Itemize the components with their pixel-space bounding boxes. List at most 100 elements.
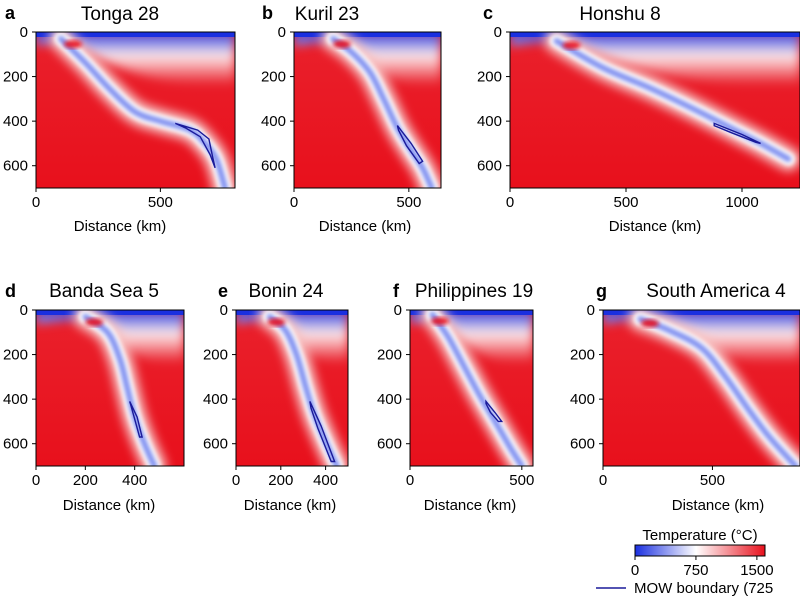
- mow-boundary: [713, 122, 761, 145]
- panel-title: Kuril 23: [295, 4, 359, 25]
- y-tick-label: 400: [477, 113, 502, 130]
- slab-core: [82, 313, 158, 466]
- heatmap: [36, 32, 235, 188]
- wedge-hot-spot: [562, 41, 581, 50]
- colorbar-tick-label: 750: [683, 562, 708, 579]
- y-tick-label: 0: [587, 302, 595, 319]
- x-tick-label: 0: [232, 472, 240, 489]
- panel-c: c Honshu 8 Distance (km) 0 200 400 600 0 500 1…: [477, 3, 800, 235]
- y-tick-label: 0: [20, 302, 28, 319]
- y-tick-label: 200: [203, 347, 228, 364]
- slab-core: [429, 311, 525, 466]
- heatmap: [236, 310, 348, 466]
- plot-frame: [35, 31, 236, 189]
- colorbar-tick-label: 0: [631, 562, 639, 579]
- panel-g: g South America 4 Distance (km) 0 200 400 6…: [570, 281, 800, 514]
- x-axis-label: Distance (km): [319, 218, 412, 235]
- y-tick-label: 400: [377, 391, 402, 408]
- y-tick-label: 0: [278, 24, 286, 41]
- panel-letter: d: [5, 281, 16, 301]
- panel-title: Tonga 28: [81, 4, 159, 25]
- x-tick-label: 200: [268, 472, 293, 489]
- surface-layer: [603, 310, 800, 315]
- y-tick-label: 600: [377, 436, 402, 453]
- panel-letter: g: [596, 281, 607, 301]
- x-tick-label: 400: [313, 472, 338, 489]
- cold-lithosphere: [410, 310, 533, 364]
- panel-letter: f: [393, 281, 400, 301]
- y-tick-label: 400: [261, 113, 286, 130]
- x-axis-label: Distance (km): [63, 497, 156, 514]
- y-tick-label: 200: [377, 347, 402, 364]
- y-tick-label: 0: [220, 302, 228, 319]
- y-tick-label: 600: [3, 436, 28, 453]
- panel-title: Bonin 24: [248, 281, 323, 302]
- wedge-hot-spot: [640, 319, 659, 328]
- panel-letter: a: [5, 3, 16, 23]
- heatmap: [410, 310, 533, 466]
- slab-core: [637, 315, 799, 466]
- y-tick-label: 0: [494, 24, 502, 41]
- panel-letter: b: [262, 3, 273, 23]
- x-axis-label: Distance (km): [244, 497, 337, 514]
- x-tick-label: 400: [122, 472, 147, 489]
- x-tick-label: 500: [396, 194, 421, 211]
- x-tick-label: 0: [290, 194, 298, 211]
- wedge-hot-spot: [85, 318, 104, 327]
- x-tick-label: 0: [599, 472, 607, 489]
- y-tick-label: 600: [261, 158, 286, 175]
- mow-boundary: [485, 399, 504, 423]
- y-tick-label: 400: [570, 391, 595, 408]
- panel-e: e Bonin 24 Distance (km) 0 200 400 600 0 200 4…: [203, 281, 349, 514]
- wedge-hot-spot: [267, 318, 286, 327]
- x-axis-label: Distance (km): [609, 218, 702, 235]
- panel-d: d Banda Sea 5 Distance (km) 0 200 400 600 0 2…: [3, 281, 185, 514]
- x-tick-label: 1000: [725, 194, 758, 211]
- surface-layer: [36, 310, 184, 315]
- wedge-hot-spot: [430, 317, 449, 326]
- x-tick-label: 500: [148, 194, 173, 211]
- panel-letter: e: [218, 281, 228, 301]
- mow-boundary: [129, 401, 143, 438]
- panel-title: Philippines 19: [415, 281, 533, 302]
- y-tick-label: 600: [477, 158, 502, 175]
- panel-title: South America 4: [646, 281, 786, 302]
- plot-frame: [509, 31, 800, 189]
- panel-letter: c: [483, 3, 493, 23]
- surface-layer: [236, 310, 348, 315]
- surface-layer: [36, 32, 235, 37]
- plot-frame: [35, 309, 185, 467]
- wedge-hot-spot: [332, 40, 351, 49]
- x-axis-label: Distance (km): [672, 497, 765, 514]
- y-tick-label: 200: [570, 347, 595, 364]
- plot-frame: [602, 309, 800, 467]
- wedge-hot-spot: [63, 40, 82, 49]
- y-tick-label: 0: [394, 302, 402, 319]
- plot-frame: [235, 309, 349, 467]
- x-tick-label: 0: [506, 194, 514, 211]
- x-tick-label: 200: [73, 472, 98, 489]
- legend: Temperature (°C) 0 750 1500 MOW boundary (…: [596, 527, 774, 597]
- y-tick-label: 400: [203, 391, 228, 408]
- colorbar-ticks: 0 750 1500: [631, 556, 774, 579]
- x-tick-label: 0: [32, 194, 40, 211]
- colorbar-tick-label: 1500: [740, 562, 773, 579]
- y-tick-label: 0: [20, 24, 28, 41]
- heatmap: [36, 310, 184, 466]
- y-tick-label: 200: [3, 69, 28, 86]
- mow-boundary: [309, 401, 336, 463]
- heatmap: [294, 32, 441, 188]
- cold-lithosphere: [36, 32, 235, 86]
- x-tick-label: 500: [700, 472, 725, 489]
- surface-layer: [410, 310, 533, 315]
- heatmap: [603, 310, 800, 466]
- colorbar: [634, 544, 766, 557]
- heatmap: [510, 32, 800, 188]
- panel-title: Honshu 8: [579, 4, 660, 25]
- y-tick-label: 600: [3, 158, 28, 175]
- mow-boundary: [396, 125, 424, 165]
- y-tick-label: 400: [3, 113, 28, 130]
- y-tick-label: 200: [3, 347, 28, 364]
- panel-a: a Tonga 28 Distance (km) 0 200 400 600 0 500: [3, 3, 236, 235]
- x-tick-label: 500: [613, 194, 638, 211]
